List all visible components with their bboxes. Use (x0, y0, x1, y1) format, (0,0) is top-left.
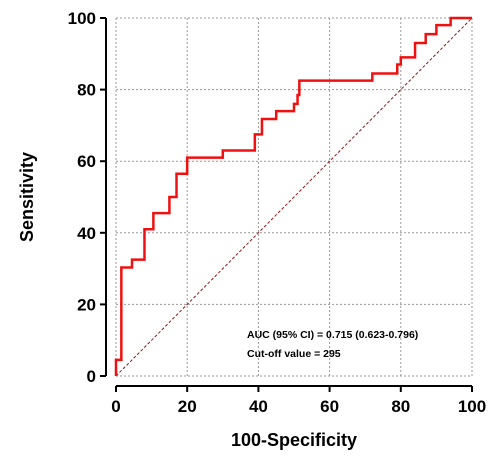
x-tick-label: 20 (178, 397, 197, 416)
cutoff-annotation: Cut-off value = 295 (247, 348, 341, 360)
x-tick-labels: 0 20 40 60 80 100 (111, 397, 486, 416)
y-tick-label: 20 (77, 295, 96, 314)
y-tick-label: 0 (87, 367, 96, 386)
x-tick-label: 60 (320, 397, 339, 416)
y-tick-label: 100 (68, 9, 96, 28)
reference-diagonal-line (115, 17, 473, 377)
roc-curve (114, 16, 472, 376)
x-tick-label: 80 (391, 397, 410, 416)
axes (100, 17, 473, 392)
x-axis-title: 100-Specificity (231, 430, 357, 450)
x-tick-label: 100 (458, 397, 486, 416)
y-tick-label: 40 (77, 224, 96, 243)
auc-annotation: AUC (95% CI) = 0.715 (0.623-0.796) (247, 329, 418, 341)
y-axis-title: Sensitivity (17, 152, 37, 242)
y-tick-label: 80 (77, 81, 96, 100)
y-tick-label: 60 (77, 152, 96, 171)
grid (115, 17, 473, 377)
y-tick-labels: 0 20 40 60 80 100 (68, 9, 96, 386)
x-tick-label: 40 (249, 397, 268, 416)
x-tick-label: 0 (111, 397, 120, 416)
